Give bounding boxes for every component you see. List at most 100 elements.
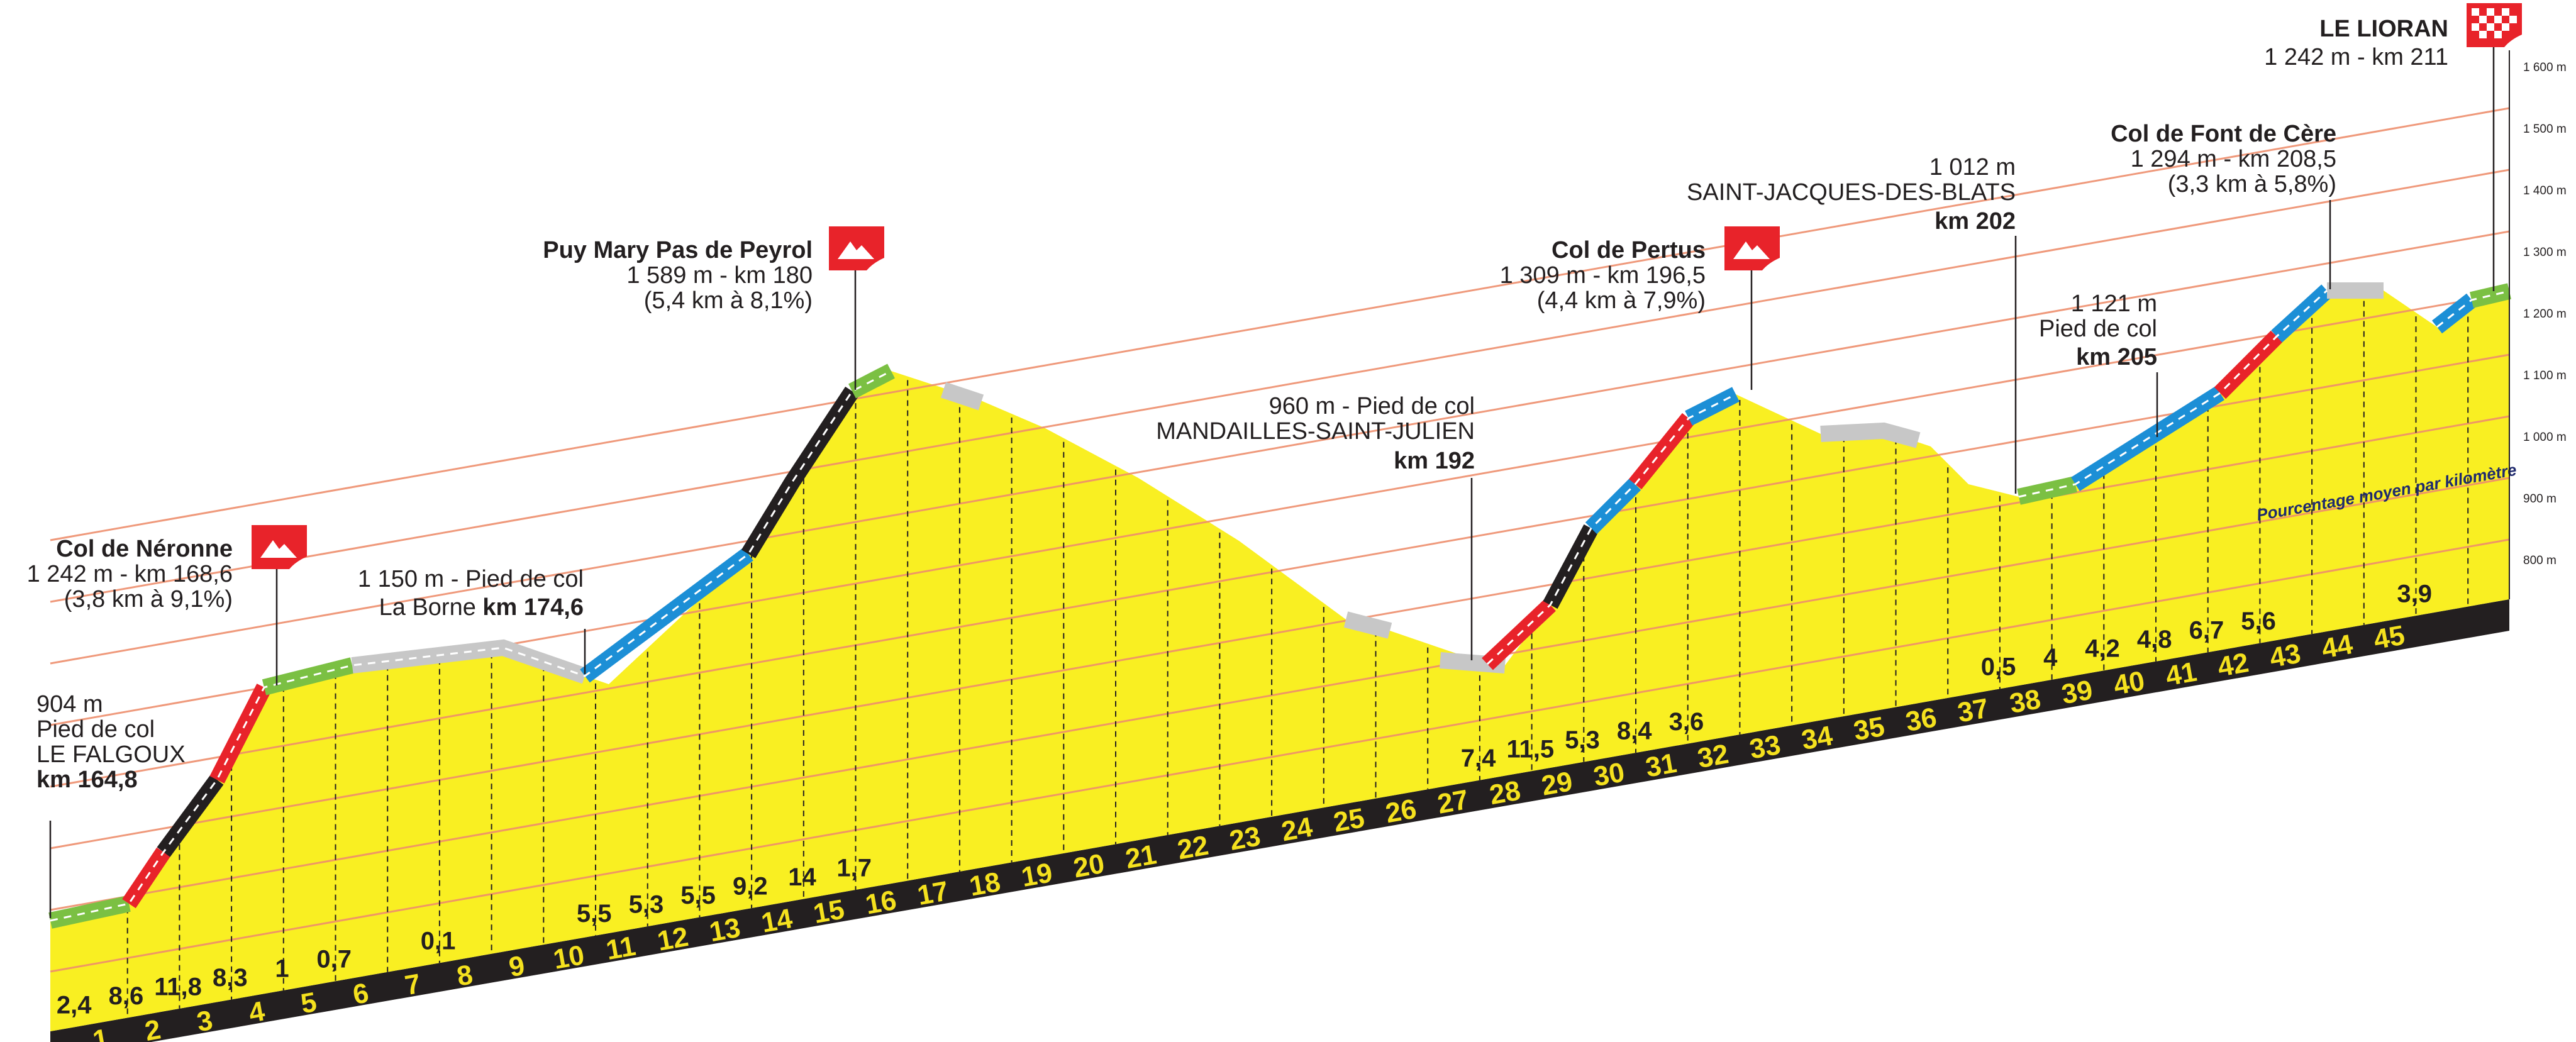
annotation-neronne: Col de Néronne 1 242 m - km 168,6 (3,8 k… [27,536,233,612]
gradient-value: 8,6 [109,982,144,1010]
grid-line [50,107,2510,541]
finish-flag-icon [2467,3,2522,47]
km-label: 18 [967,867,1003,902]
axis-tick: 1 300 m [2523,246,2567,259]
km-label: 40 [2111,665,2147,701]
axis-tick: 1 600 m [2523,61,2567,74]
axis-tick: 800 m [2523,554,2557,567]
puy-mary-info: 1 589 m - km 180 [626,262,813,289]
falgoux-km: km 164,8 [36,767,138,793]
pertus-name: Col de Pertus [1552,237,1706,263]
annotation-puy-mary: Puy Mary Pas de Peyrol 1 589 m - km 180 … [543,237,813,314]
mountain-flag-icon [252,525,307,569]
annotation-lioran: LE LIORAN 1 242 m - km 211 [2264,16,2448,70]
segment-grey [1820,422,1921,448]
font-de-cere-climb: (3,3 km à 5,8%) [2168,171,2336,197]
km-label: 14 [759,903,795,939]
km-label: 20 [1071,848,1107,884]
km-label: 34 [1799,720,1835,756]
grid-line [50,415,2510,850]
falgoux-name: LE FALGOUX [36,741,186,768]
axis-tick: 1 100 m [2523,369,2567,382]
gradient-value: 2,4 [57,991,92,1019]
km-label: 42 [2216,647,2251,683]
gradient-value: 4,8 [2137,626,2172,653]
neronne-name: Col de Néronne [56,536,233,562]
font-de-cere-name: Col de Font de Cère [2111,121,2336,147]
gradient-value: 4,2 [2085,635,2120,663]
km-label: 32 [1696,738,1731,774]
gradient-value: 3,6 [1669,708,1704,736]
gradient-value: 0,1 [421,928,456,955]
borne-km: km 174,6 [482,594,584,621]
altitude-axis: 1 600 m 1 500 m 1 400 m 1 300 m 1 200 m … [2509,50,2567,599]
annotation-pertus: Col de Pertus 1 309 m - km 196,5 (4,4 km… [1500,237,1706,314]
segment-green [2470,283,2511,308]
neronne-info: 1 242 m - km 168,6 [27,561,233,587]
pertus-info: 1 309 m - km 196,5 [1500,262,1706,289]
km-label: 39 [2059,675,2095,711]
pied-205-subtitle: Pied de col [2039,316,2157,342]
axis-tick: 1 500 m [2523,123,2567,136]
grid-line [50,169,2510,603]
grid-lines [50,107,2510,973]
gradient-value: 7,4 [1461,745,1496,772]
gradient-value: 11,8 [154,973,202,1000]
gradient-value: 8,4 [1617,717,1652,745]
km-label: 27 [1435,784,1471,820]
leader-lines [49,47,2495,918]
km-label: 30 [1591,757,1627,792]
km-label: 35 [1852,711,1887,747]
gradient-value: 14 [788,863,816,891]
km-label: 33 [1747,729,1783,765]
km-label: 23 [1227,821,1263,856]
saint-jacques-altitude: 1 012 m [1929,154,2016,180]
axis-tick: 1 000 m [2523,431,2567,444]
km-label: 15 [811,894,847,929]
gradient-value: 5,3 [1565,726,1600,754]
pertus-climb: (4,4 km à 7,9%) [1537,287,1706,314]
gradient-value: 5,6 [2241,607,2276,635]
gradient-value: 5,3 [629,891,664,919]
lioran-name: LE LIORAN [2319,16,2448,42]
gradient-value: 3,9 [2397,580,2432,607]
mandailles-name: MANDAILLES-SAINT-JULIEN [1156,418,1475,445]
road-centerline [50,370,892,922]
annotation-pied-205: 1 121 m Pied de col km 205 [2039,291,2157,370]
lioran-info: 1 242 m - km 211 [2264,44,2448,70]
gradient-value: 8,3 [213,964,248,992]
mountain-flag-icon [829,226,884,270]
axis-tick: 1 400 m [2523,184,2567,197]
saint-jacques-km: km 202 [1935,208,2016,235]
borne-name: La Borne km 174,6 [379,594,584,621]
road-centerline [2436,290,2510,328]
grid-line [50,230,2510,665]
km-label: 24 [1279,812,1315,848]
km-label: 36 [1903,702,1939,738]
km-label: 11 [604,931,638,966]
km-label: 31 [1643,748,1679,784]
puy-mary-climb: (5,4 km à 8,1%) [644,287,813,314]
km-label: 12 [655,921,691,957]
axis-tick: 900 m [2523,492,2557,506]
saint-jacques-name: SAINT-JACQUES-DES-BLATS [1687,179,2016,206]
km-label: 43 [2267,638,2303,674]
km-dividers [126,291,2469,1018]
annotation-font-de-cere: Col de Font de Cère 1 294 m - km 208,5 (… [2111,121,2336,197]
road-centerline [1486,393,1736,665]
falgoux-subtitle: Pied de col [36,716,155,743]
annotation-mandailles: 960 m - Pied de col MANDAILLES-SAINT-JUL… [1156,393,1475,474]
gradient-labels: 2,4 8,6 11,8 8,3 1 0,7 0,1 5,5 5,3 5,5 9,2 14 1,7 7,4… [57,580,2432,1019]
km-label: 25 [1331,802,1367,838]
borne-place: La Borne [379,594,483,621]
grid-line [50,353,2510,788]
pied-205-altitude: 1 121 m [2071,291,2157,317]
gradient-value: 4 [2043,644,2058,672]
km-label: 38 [2007,684,2043,719]
segment-green [48,895,131,929]
km-label: 37 [1955,693,1991,729]
km-label: 21 [1123,839,1159,875]
mandailles-km: km 192 [1394,448,1475,474]
borne-info: 1 150 m - Pied de col [358,566,584,592]
